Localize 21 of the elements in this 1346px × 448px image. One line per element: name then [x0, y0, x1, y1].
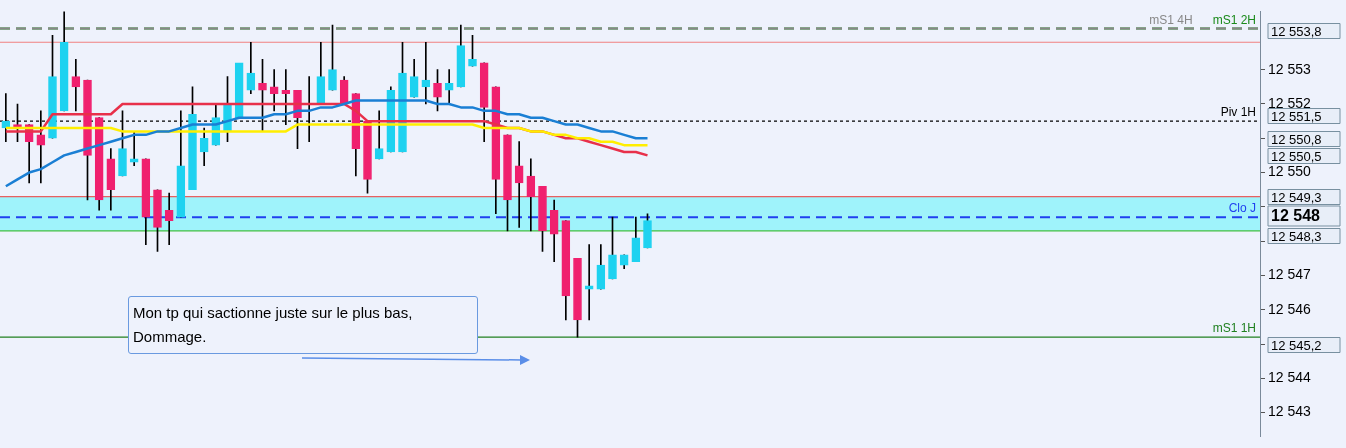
- y-tick-label: 12 544: [1268, 369, 1312, 386]
- y-tick-label: 12 553: [1268, 60, 1312, 77]
- text: 12 550,5: [1271, 148, 1322, 164]
- text: 12 548: [1271, 207, 1321, 225]
- text: 12 550,8: [1271, 131, 1322, 147]
- text: 12 553,8: [1271, 23, 1322, 39]
- y-tick-label: 12 547: [1268, 266, 1312, 283]
- y-tick-label: 12 546: [1268, 300, 1312, 317]
- text: 12 548,3: [1271, 228, 1322, 244]
- ref-line-label: mS1 1H: [1212, 321, 1256, 336]
- y-tick-label: 12 552: [1268, 94, 1312, 111]
- text: 12 545,2: [1271, 337, 1322, 353]
- ref-line-label: mS1 2H: [1212, 12, 1256, 27]
- ref-line-label: Piv 1H: [1220, 105, 1256, 120]
- y-tick-label: 12 550: [1268, 163, 1312, 180]
- y-tick-label: 12 543: [1268, 403, 1312, 420]
- text: 12 549,3: [1271, 189, 1322, 205]
- text: 12 551,5: [1271, 108, 1322, 124]
- ref-line-label: Clo J: [1228, 201, 1256, 216]
- callout-box: Mon tp qui sactionne juste sur le plus bas, Dommage.: [128, 296, 478, 354]
- ref-line-label: mS1 4H: [1149, 12, 1193, 27]
